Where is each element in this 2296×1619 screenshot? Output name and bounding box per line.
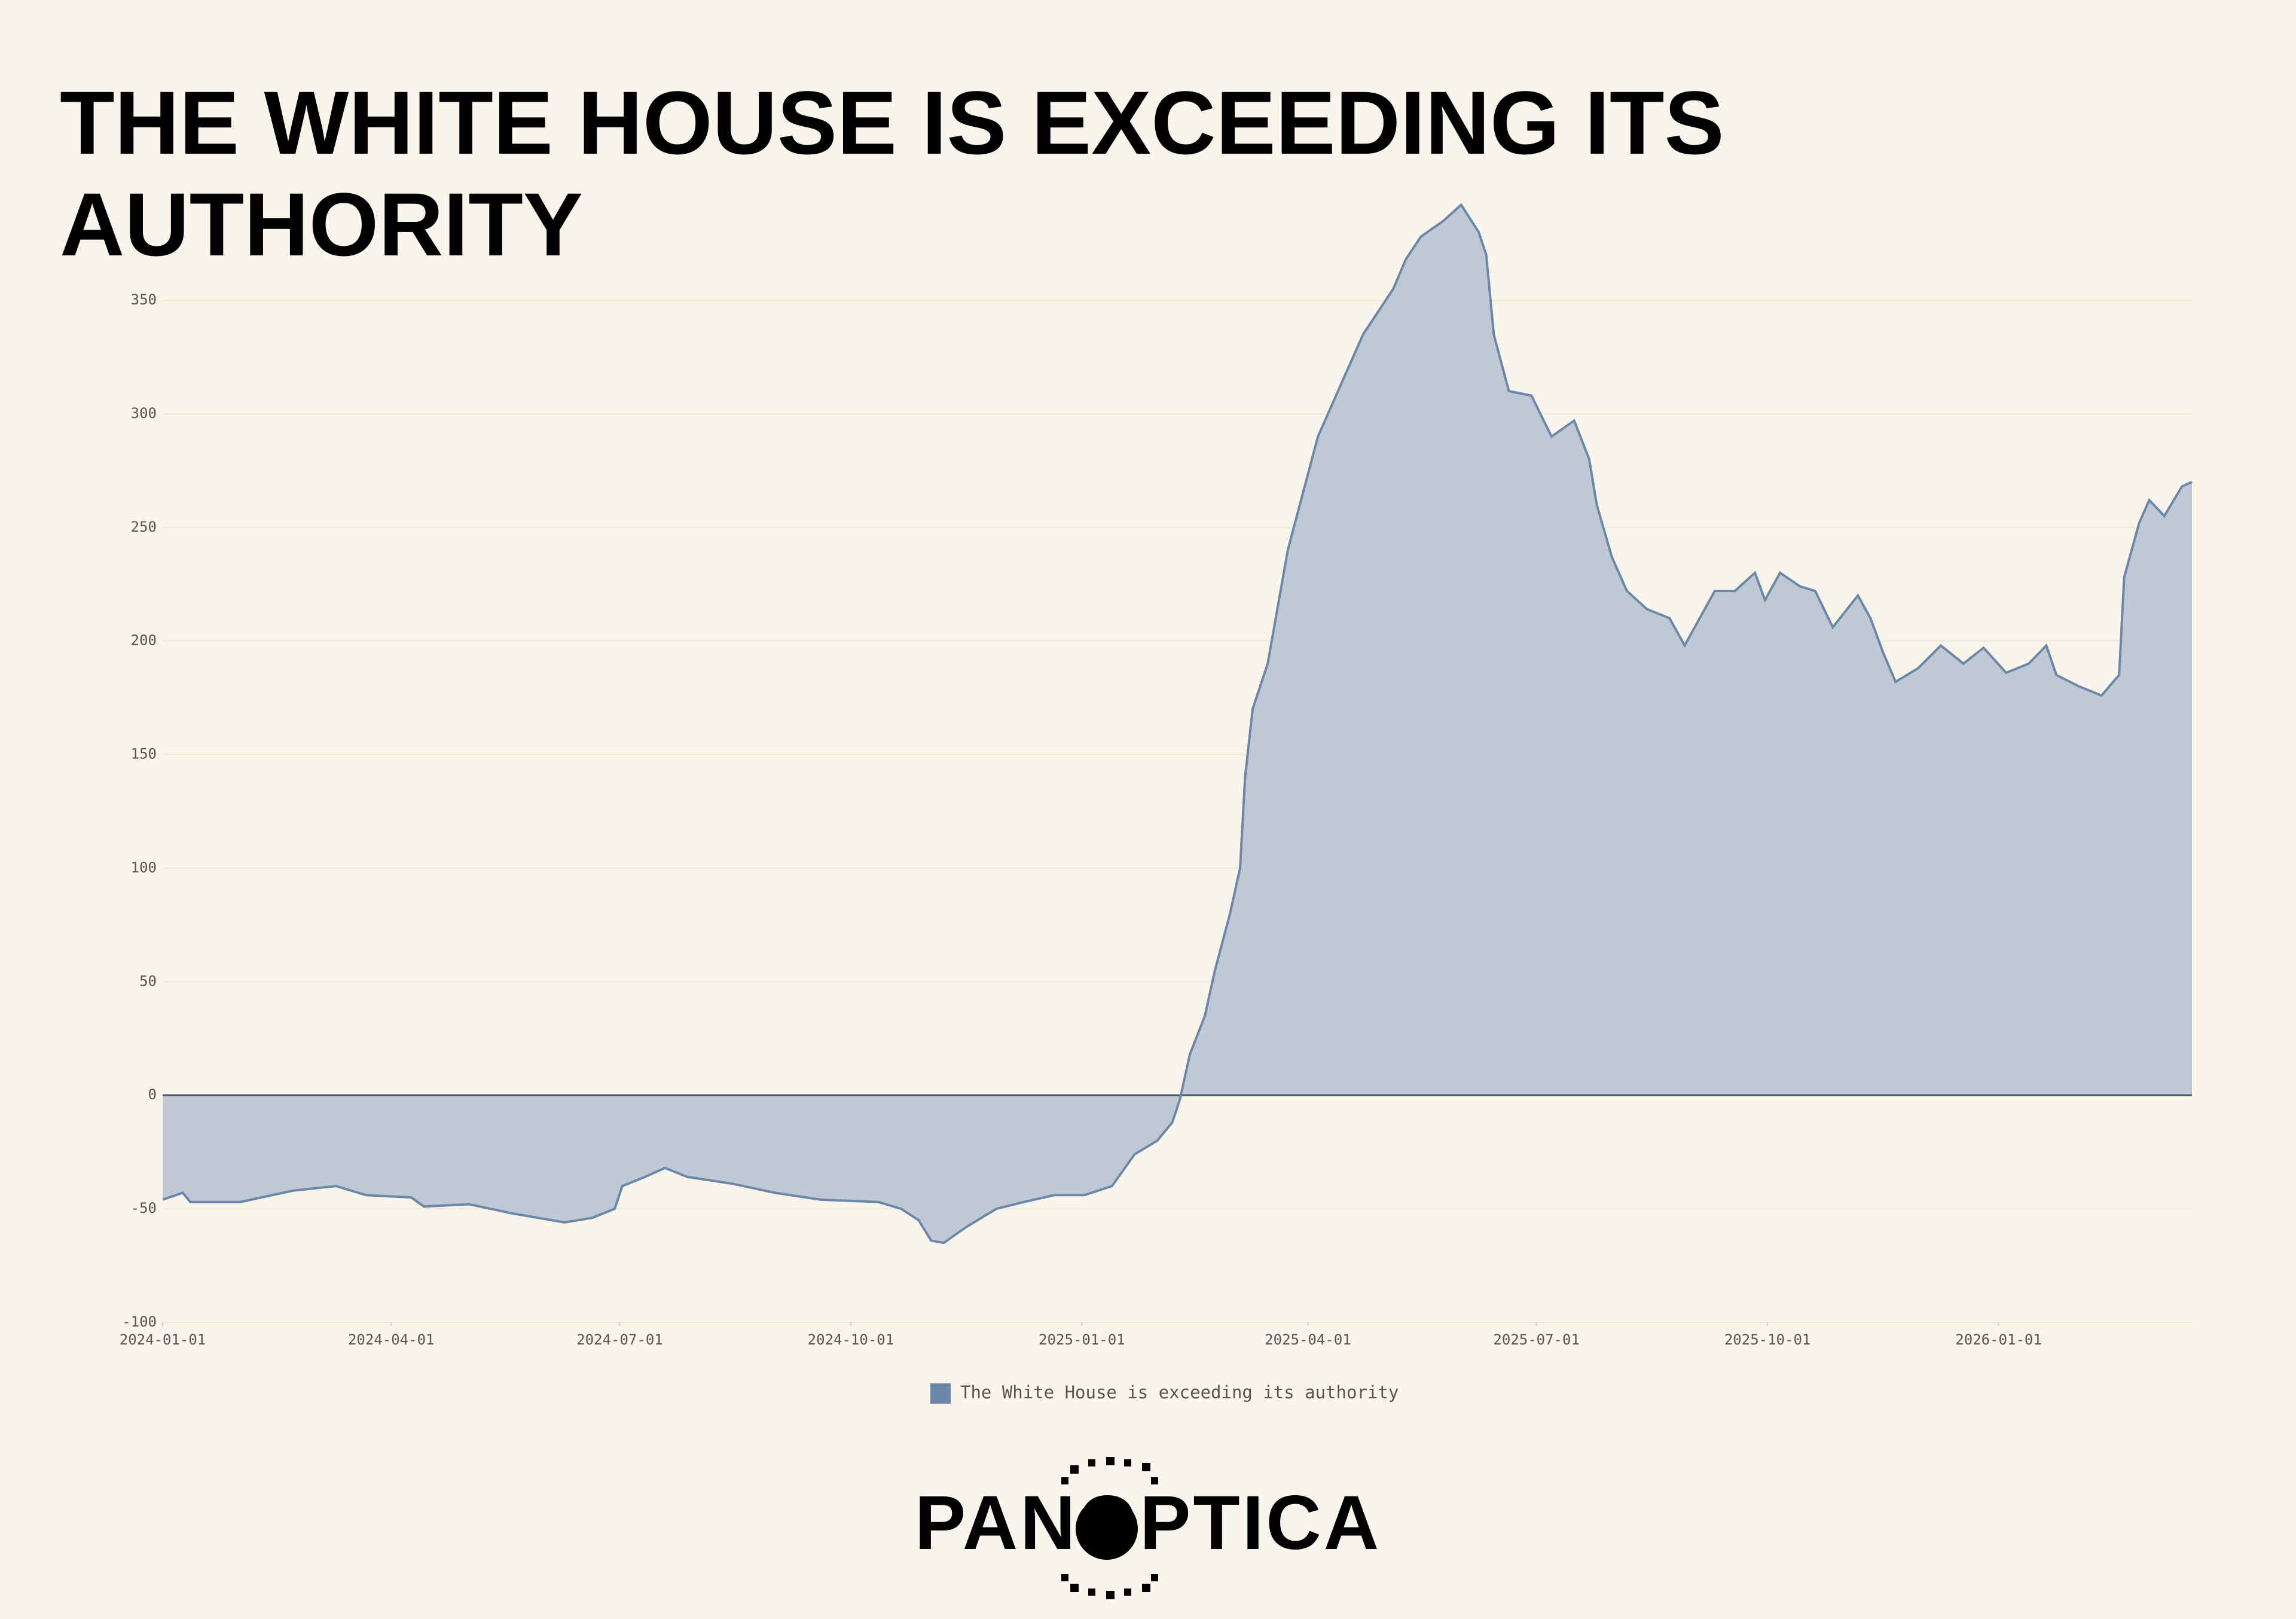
x-tick-label: 2025-04-01 xyxy=(1265,1331,1351,1348)
x-tick-label: 2024-07-01 xyxy=(576,1331,663,1348)
y-tick-label: -50 xyxy=(131,1200,157,1216)
logo-dots xyxy=(1061,1457,1158,1599)
line xyxy=(162,203,2193,1245)
x-tick-label: 2025-01-01 xyxy=(1039,1331,1125,1348)
y-tick-label: -100 xyxy=(122,1313,157,1330)
y-tick-label: 300 xyxy=(131,405,157,422)
logo: PANOPTICA xyxy=(915,1480,1381,1566)
y-tick-label: 250 xyxy=(131,519,157,535)
x-tick-label: 2024-10-01 xyxy=(808,1331,894,1348)
legend-swatch xyxy=(930,1383,951,1404)
x-tick-label: 2025-10-01 xyxy=(1724,1331,1811,1348)
legend-label: The White House is exceeding its authori… xyxy=(960,1382,1399,1402)
x-tick-label: 2026-01-01 xyxy=(1955,1331,2042,1348)
x-tick-label: 2024-01-01 xyxy=(120,1331,206,1348)
y-tick-label: 200 xyxy=(131,632,157,649)
y-tick-label: 100 xyxy=(131,859,157,876)
chart-title: THE WHITE HOUSE IS EXCEEDING ITS AUTHORI… xyxy=(60,72,1724,275)
x-tick-label: 2024-04-01 xyxy=(348,1331,435,1348)
x-tick-label: 2025-07-01 xyxy=(1493,1331,1580,1348)
y-tick-label: 50 xyxy=(139,972,157,989)
area xyxy=(163,205,2192,1243)
y-tick-label: 350 xyxy=(131,291,157,308)
logo-eye xyxy=(1076,1498,1138,1560)
y-tick-label: 150 xyxy=(131,746,157,763)
y-tick-label: 0 xyxy=(148,1086,157,1103)
